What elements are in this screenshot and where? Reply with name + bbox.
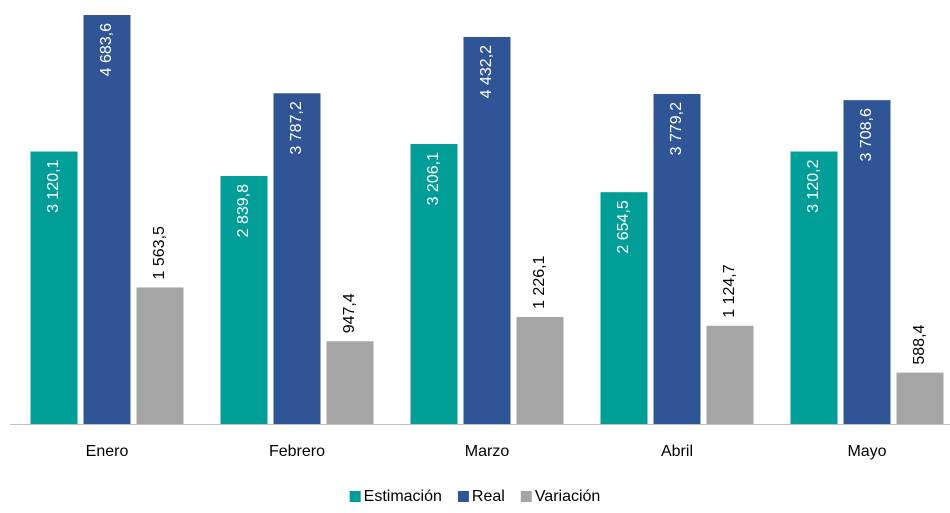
bar [600, 192, 648, 424]
legend-swatch [349, 491, 361, 502]
bar [30, 151, 78, 424]
legend-swatch [457, 491, 469, 502]
data-label: 2 654,5 [615, 200, 632, 253]
legend-swatch [520, 491, 532, 502]
data-label: 1 563,5 [151, 226, 168, 279]
legend-label: Real [472, 488, 505, 505]
x-tick-label: Febrero [269, 443, 325, 460]
x-tick-label: Abril [661, 443, 693, 460]
data-label: 3 708,6 [858, 108, 875, 161]
data-label: 1 124,7 [721, 264, 738, 317]
data-label: 1 226,1 [531, 255, 548, 308]
bar [136, 287, 184, 424]
data-label: 2 839,8 [235, 184, 252, 237]
x-tick-label: Mayo [847, 443, 886, 460]
data-label: 3 120,1 [45, 159, 62, 212]
data-label: 3 120,2 [805, 159, 822, 212]
legend-label: Variación [535, 488, 601, 505]
legend-label: Estimación [364, 488, 442, 505]
x-tick-label: Enero [86, 443, 129, 460]
bar [896, 372, 944, 424]
bar [843, 100, 891, 425]
bar [653, 93, 701, 424]
x-tick-label: Marzo [465, 443, 510, 460]
data-label: 947,4 [341, 293, 358, 333]
bar [463, 36, 511, 424]
bar [220, 176, 268, 424]
data-label: 588,4 [911, 324, 928, 364]
bar [790, 151, 838, 424]
bar [83, 15, 131, 424]
data-label: 4 683,6 [98, 23, 115, 76]
bar [706, 325, 754, 424]
data-label: 3 787,2 [288, 101, 305, 154]
bar [516, 316, 564, 424]
data-label: 3 779,2 [668, 102, 685, 155]
bar [410, 144, 458, 424]
bar [273, 93, 321, 424]
data-label: 3 206,1 [425, 152, 442, 205]
data-label: 4 432,2 [478, 45, 495, 98]
bar [326, 341, 374, 424]
